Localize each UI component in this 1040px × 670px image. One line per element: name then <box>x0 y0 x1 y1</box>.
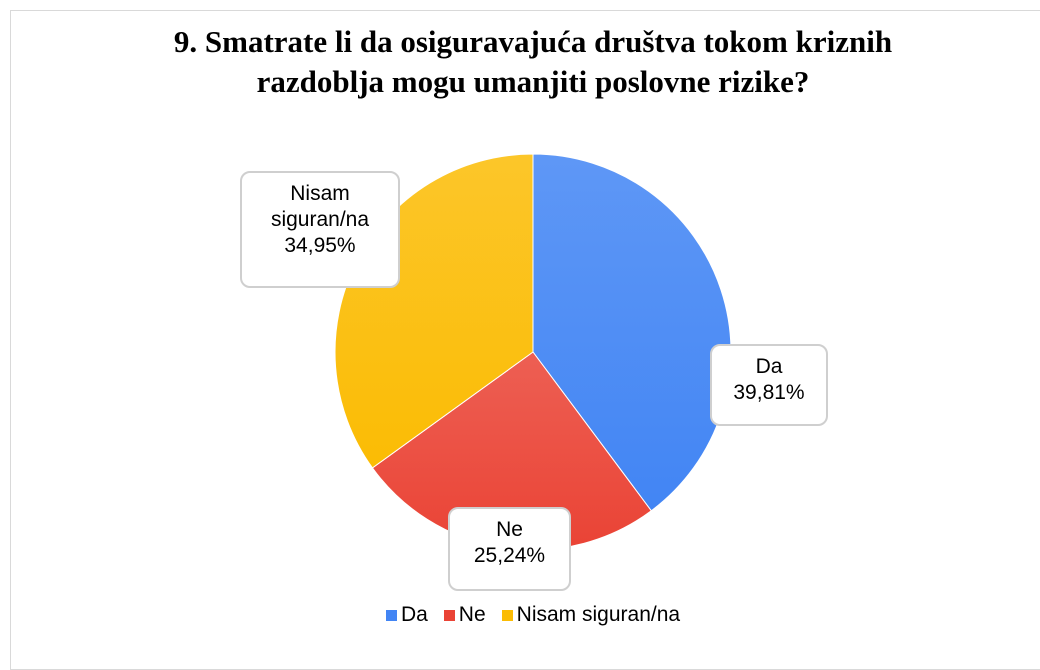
legend-item: Da <box>385 603 428 627</box>
callout-category: Nisam siguran/na <box>270 182 370 231</box>
legend-swatch <box>443 610 455 621</box>
data-callout: Da 39,81% <box>710 344 828 426</box>
callout-value: 39,81% <box>733 381 805 404</box>
legend-item: Nisam siguran/na <box>501 603 681 627</box>
data-callout: Nisam siguran/na 34,95% <box>240 171 400 288</box>
legend-swatch <box>501 610 513 621</box>
chart: 9. Smatrate li da osiguravajuća društva … <box>0 10 1040 670</box>
legend-item: Ne <box>443 603 486 627</box>
legend-label: Da <box>400 603 428 626</box>
callout-category: Ne <box>496 518 523 541</box>
chart-title: 9. Smatrate li da osiguravajuća društva … <box>173 24 893 99</box>
legend: Da Ne Nisam siguran/na <box>0 603 1040 627</box>
pie-slice <box>532 153 732 512</box>
legend-label: Nisam siguran/na <box>516 603 681 626</box>
callout-category: Da <box>755 355 783 378</box>
legend-label: Ne <box>458 603 486 626</box>
legend-swatch <box>385 610 397 621</box>
callout-value: 25,24% <box>473 544 546 567</box>
callout-value: 34,95% <box>284 234 356 257</box>
data-callout: Ne 25,24% <box>448 507 571 591</box>
